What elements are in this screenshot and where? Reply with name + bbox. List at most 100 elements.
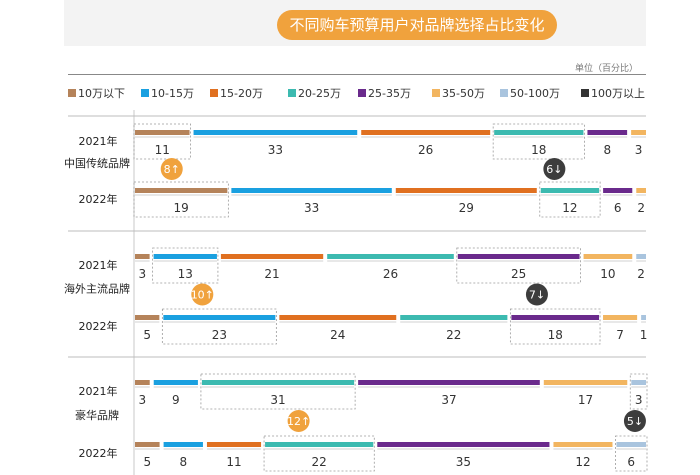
value-label: 3	[139, 393, 147, 407]
bar-segment	[220, 254, 324, 259]
value-label: 12	[575, 455, 590, 469]
legend-label: 35-50万	[442, 87, 485, 100]
value-label: 26	[418, 143, 433, 157]
bar-segment	[587, 130, 628, 135]
legend-swatch	[288, 89, 296, 97]
highlight-box	[133, 181, 229, 218]
bar-segment	[636, 188, 646, 193]
value-label: 3	[635, 393, 643, 407]
legend-divider	[68, 74, 646, 75]
bar-segment	[206, 442, 262, 447]
value-label: 5	[143, 455, 151, 469]
bar-segment	[231, 188, 392, 193]
value-label: 2	[637, 201, 645, 215]
bar-segment	[135, 254, 150, 259]
bar-segment	[636, 254, 646, 259]
value-label: 6	[614, 201, 622, 215]
legend-item: 50-100万	[500, 85, 560, 101]
bar-segment	[201, 380, 355, 385]
legend-swatch	[500, 89, 508, 97]
legend-item: 15-20万	[210, 85, 263, 101]
highlight-box	[200, 373, 356, 410]
value-label: 2	[637, 267, 645, 281]
change-badge	[623, 410, 646, 432]
change-badge-label: 8↑	[164, 163, 180, 176]
value-label: 31	[270, 393, 285, 407]
legend-label: 50-100万	[510, 87, 560, 100]
legend: 10万以下 10-15万 15-20万 20-25万 25-35万 35-50万 50-10…	[68, 85, 658, 103]
bar-segment	[163, 442, 203, 447]
group-label: 海外主流品牌	[64, 282, 130, 296]
value-label: 8	[603, 143, 611, 157]
bar-segment	[327, 254, 454, 259]
value-label: 5	[143, 328, 151, 342]
value-label: 13	[178, 267, 193, 281]
change-badge	[160, 158, 183, 180]
change-badge	[287, 410, 310, 432]
bar-segment	[543, 380, 628, 385]
value-label: 18	[548, 328, 563, 342]
highlight-box	[133, 123, 191, 160]
change-badge	[191, 283, 214, 306]
title-band: 不同购车预算用户对品牌选择占比变化	[64, 0, 646, 46]
legend-label: 15-20万	[220, 87, 263, 100]
bar-segment	[540, 188, 600, 193]
highlight-box	[539, 181, 601, 218]
bar-segment	[616, 442, 646, 447]
highlight-box	[456, 247, 581, 284]
legend-swatch	[432, 89, 440, 97]
bar-segment	[153, 380, 198, 385]
bar-segment	[553, 442, 613, 447]
year-label: 2022年	[79, 319, 118, 333]
legend-item: 10-15万	[141, 85, 194, 101]
bar-segment	[603, 188, 633, 193]
value-label: 11	[226, 455, 241, 469]
value-label: 33	[268, 143, 283, 157]
bar-segment	[377, 442, 550, 447]
change-badge-label: 12↑	[287, 415, 310, 428]
bar-segment	[135, 130, 190, 135]
highlight-box	[161, 308, 277, 345]
bar-segment	[135, 315, 160, 320]
year-label: 2022年	[79, 192, 118, 206]
year-label: 2021年	[79, 134, 118, 148]
value-label: 29	[459, 201, 474, 215]
value-label: 35	[456, 455, 471, 469]
highlight-box	[629, 373, 648, 410]
value-label: 21	[264, 267, 279, 281]
legend-label: 25-35万	[368, 87, 411, 100]
value-label: 25	[511, 267, 526, 281]
bar-segment	[358, 380, 540, 385]
highlight-box	[509, 308, 601, 345]
value-label: 10	[600, 267, 615, 281]
legend-swatch	[581, 89, 589, 97]
chart-title: 不同购车预算用户对品牌选择占比变化	[277, 10, 557, 40]
bar-segment	[135, 380, 150, 385]
bar-segment	[153, 254, 217, 259]
change-badge	[525, 283, 548, 306]
bar-segment	[265, 442, 374, 447]
legend-label: 100万以上	[591, 87, 645, 100]
value-label: 9	[172, 393, 180, 407]
value-label: 17	[578, 393, 593, 407]
bar-segment	[135, 442, 160, 447]
bar-segment	[135, 188, 228, 193]
legend-item: 10万以下	[68, 85, 125, 101]
value-label: 8	[179, 455, 187, 469]
value-label: 37	[441, 393, 456, 407]
value-label: 33	[304, 201, 319, 215]
value-label: 23	[212, 328, 227, 342]
bar-segment	[193, 130, 358, 135]
year-label: 2021年	[79, 258, 118, 272]
legend-swatch	[358, 89, 366, 97]
legend-swatch	[68, 89, 76, 97]
bar-segment	[641, 315, 646, 320]
change-badge	[543, 158, 566, 180]
legend-swatch	[210, 89, 218, 97]
value-label: 1	[640, 328, 648, 342]
legend-item: 25-35万	[358, 85, 411, 101]
highlight-box	[263, 435, 375, 472]
value-label: 3	[635, 143, 643, 157]
value-label: 3	[138, 267, 146, 281]
